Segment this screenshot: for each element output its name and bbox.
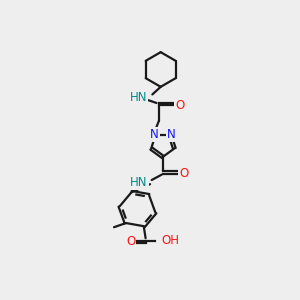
Text: O: O <box>126 235 135 248</box>
Text: N: N <box>150 128 159 141</box>
Text: O: O <box>175 99 184 112</box>
Text: O: O <box>179 167 188 180</box>
Text: OH: OH <box>162 234 180 247</box>
Text: N: N <box>167 128 176 141</box>
Text: HN: HN <box>130 176 148 189</box>
Text: HN: HN <box>130 92 147 104</box>
